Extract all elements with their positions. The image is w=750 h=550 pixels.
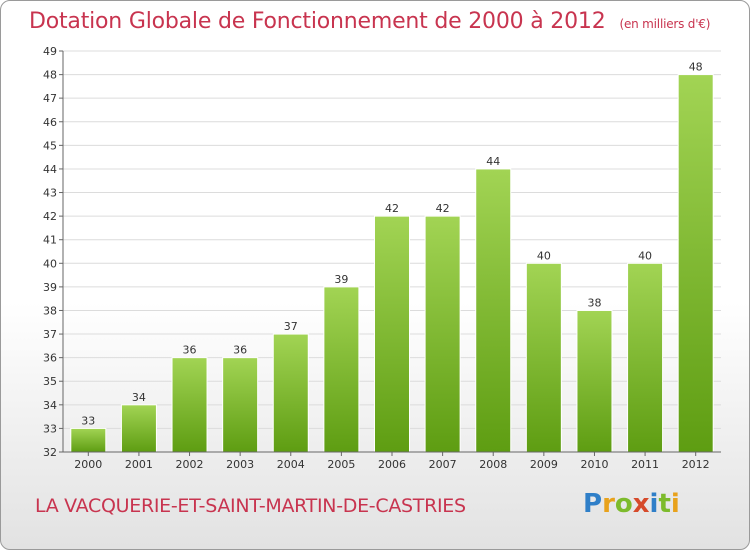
bar-2010 <box>576 309 613 453</box>
x-tick-label: 2005 <box>327 458 355 471</box>
y-tick-label: 38 <box>43 304 57 317</box>
bar-2007 <box>424 215 461 453</box>
logo-letter: t <box>658 489 671 519</box>
bar-value-label: 36 <box>233 344 247 357</box>
bar-labels: 33 34 36 36 37 39 42 42 44 40 38 40 48 <box>81 61 702 428</box>
x-tick-label: 2007 <box>429 458 457 471</box>
y-tick-label: 33 <box>43 422 57 435</box>
bar-value-label: 48 <box>689 61 703 74</box>
y-axis-ticks: 32 33 34 35 36 37 38 39 40 41 42 43 44 45 46 47 48 49 <box>43 45 721 459</box>
bar-value-label: 37 <box>284 320 298 333</box>
y-tick-label: 39 <box>43 281 57 294</box>
bar-value-label: 42 <box>385 202 399 215</box>
logo-letter: o <box>614 489 633 519</box>
logo-letter: r <box>602 489 615 519</box>
logo-letter: x <box>632 489 650 519</box>
y-tick-label: 49 <box>43 45 57 58</box>
bar-2009 <box>525 262 562 453</box>
x-tick-label: 2001 <box>125 458 153 471</box>
commune-name: LA VACQUERIE-ET-SAINT-MARTIN-DE-CASTRIES <box>35 495 466 517</box>
bar-2008 <box>475 168 512 453</box>
x-tick-label: 2002 <box>176 458 204 471</box>
bar-2002 <box>171 357 208 453</box>
x-tick-label: 2003 <box>226 458 254 471</box>
bar-value-label: 33 <box>81 414 95 427</box>
bar-value-label: 44 <box>486 155 500 168</box>
y-tick-label: 41 <box>43 234 57 247</box>
y-tick-label: 40 <box>43 257 57 270</box>
y-tick-label: 34 <box>43 399 57 412</box>
y-tick-label: 32 <box>43 446 57 459</box>
y-tick-label: 47 <box>43 92 57 105</box>
x-tick-label: 2006 <box>378 458 406 471</box>
x-tick-label: 2008 <box>479 458 507 471</box>
bar-2000 <box>70 427 107 453</box>
y-tick-label: 45 <box>43 139 57 152</box>
bar-2004 <box>272 333 309 453</box>
bar-2012 <box>677 74 714 453</box>
y-tick-label: 44 <box>43 163 57 176</box>
bar-value-label: 40 <box>638 249 652 262</box>
bar-2003 <box>222 357 259 453</box>
x-tick-label: 2011 <box>631 458 659 471</box>
bar-value-label: 38 <box>587 296 601 309</box>
title-text: Dotation Globale de Fonctionnement de 20… <box>29 9 606 34</box>
y-tick-label: 37 <box>43 328 57 341</box>
bar-2006 <box>374 215 410 453</box>
unit-label: (en milliers d'€) <box>619 17 711 31</box>
x-tick-label: 2010 <box>580 458 608 471</box>
bar-2005 <box>323 286 360 453</box>
chart-title: Dotation Globale de Fonctionnement de 20… <box>29 9 710 34</box>
bar-value-label: 39 <box>334 273 348 286</box>
proxiti-logo[interactable]: Proxiti <box>583 489 680 519</box>
bar-value-label: 42 <box>436 202 450 215</box>
logo-letter: P <box>583 489 603 519</box>
bar-value-label: 34 <box>132 391 146 404</box>
bar-2001 <box>120 404 157 453</box>
y-tick-label: 42 <box>43 210 57 223</box>
logo-letter: i <box>670 489 680 519</box>
x-tick-label: 2000 <box>74 458 102 471</box>
x-tick-label: 2004 <box>277 458 305 471</box>
y-tick-label: 48 <box>43 69 57 82</box>
y-tick-label: 46 <box>43 116 57 129</box>
x-axis-ticks: 2000 2001 2002 2003 2004 2005 2006 2007 2008 2009… <box>74 452 710 471</box>
x-tick-label: 2012 <box>682 458 710 471</box>
x-tick-label: 2009 <box>530 458 558 471</box>
y-tick-label: 36 <box>43 352 57 365</box>
y-tick-label: 43 <box>43 187 57 200</box>
bar-2011 <box>627 262 664 453</box>
bar-value-label: 40 <box>537 249 551 262</box>
logo-letter: i <box>649 489 659 519</box>
bar-value-label: 36 <box>183 344 197 357</box>
y-tick-label: 35 <box>43 375 57 388</box>
